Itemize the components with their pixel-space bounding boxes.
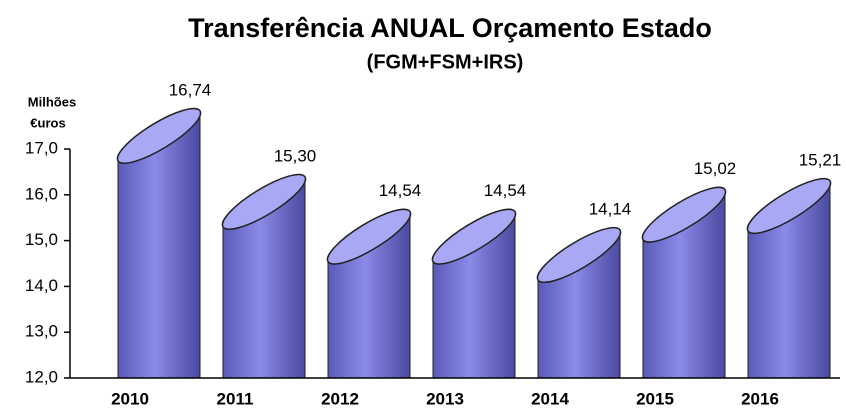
data-label: 15,30 <box>274 146 317 165</box>
y-axis-label: €uros <box>30 115 65 130</box>
data-label: 15,21 <box>799 150 842 169</box>
cylinder <box>536 226 622 379</box>
y-tick-label: 17,0 <box>25 138 58 157</box>
cylinder-top <box>431 208 517 265</box>
cylinder-top <box>536 226 622 284</box>
y-tick-label: 13,0 <box>25 322 58 341</box>
x-tick-label: 2011 <box>217 389 254 408</box>
cylinder <box>326 208 412 379</box>
cylinder <box>641 186 727 379</box>
cylinder <box>116 107 202 379</box>
data-label: 14,54 <box>484 181 527 200</box>
data-label: 14,14 <box>589 199 632 218</box>
y-tick-label: 14,0 <box>25 276 58 295</box>
x-tick-label: 2013 <box>426 389 464 408</box>
y-tick-label: 12,0 <box>25 367 58 386</box>
y-tick-label: 15,0 <box>25 230 58 249</box>
chart-subtitle: (FGM+FSM+IRS) <box>367 51 524 73</box>
cylinder-top <box>326 208 412 265</box>
x-tick-label: 2012 <box>321 389 359 408</box>
chart-title: Transferência ANUAL Orçamento Estado <box>188 13 712 43</box>
x-tick-label: 2016 <box>741 389 779 408</box>
data-label: 16,74 <box>169 80 212 99</box>
x-tick-label: 2010 <box>111 389 149 408</box>
cylinder <box>431 208 517 379</box>
x-tick-label: 2015 <box>636 389 674 408</box>
y-tick-label: 16,0 <box>25 184 58 203</box>
cylinder-top <box>746 177 832 235</box>
cylinder-top <box>116 107 202 165</box>
cylinder-top <box>641 186 727 243</box>
data-label: 15,02 <box>694 159 737 178</box>
y-axis-label: Milhões <box>28 94 76 109</box>
cylinder <box>746 177 832 379</box>
cylinder <box>221 173 307 379</box>
cylinder-top <box>221 173 307 230</box>
data-label: 14,54 <box>379 181 422 200</box>
x-tick-label: 2014 <box>531 389 569 408</box>
